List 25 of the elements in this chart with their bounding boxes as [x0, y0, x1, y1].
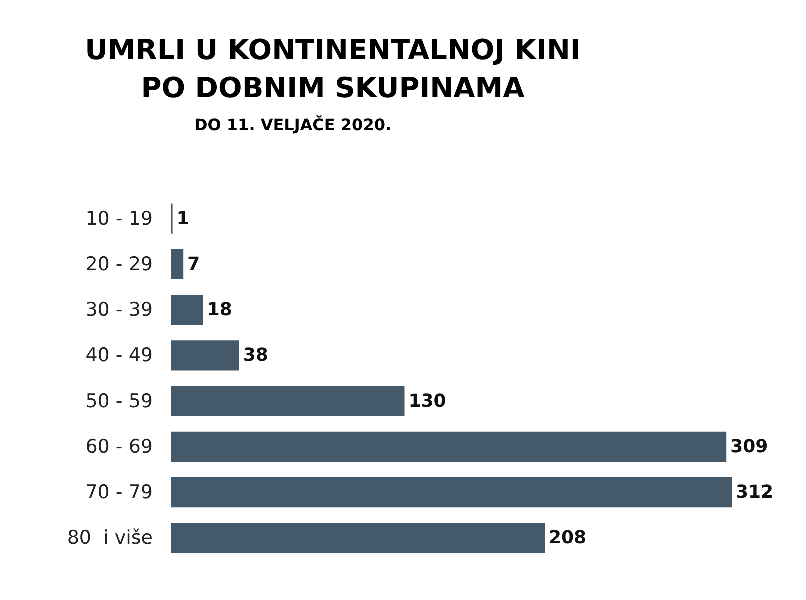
y-tick-label: 40 - 49 — [86, 344, 153, 367]
y-tick-label: 70 - 79 — [86, 482, 153, 504]
bar — [171, 295, 204, 326]
data-label: 38 — [243, 345, 268, 366]
data-label: 309 — [730, 436, 768, 458]
data-label: 7 — [188, 254, 200, 275]
bar — [171, 386, 405, 416]
y-tick-label: 80 i više — [67, 527, 153, 550]
bar — [171, 478, 732, 508]
y-tick-label: 50 - 59 — [86, 390, 153, 412]
data-label: 312 — [736, 482, 774, 504]
y-tick-label: 30 - 39 — [86, 299, 153, 322]
data-label: 208 — [549, 528, 587, 549]
chart-subtitle: DO 11. VELJAČE 2020. — [194, 116, 392, 134]
y-tick-label: 60 - 69 — [86, 436, 153, 458]
chart-title: UMRLI U KONTINENTALNOJ KINI PO DOBNIM SKUPINAMA — [85, 34, 581, 104]
bar — [171, 249, 184, 280]
y-tick-label: 10 - 19 — [86, 208, 153, 230]
bar — [171, 523, 545, 554]
bar — [171, 340, 240, 371]
data-label: 130 — [408, 390, 446, 412]
data-label: 18 — [207, 300, 232, 321]
data-label: 1 — [176, 208, 190, 230]
y-tick-label: 20 - 29 — [86, 253, 153, 276]
bar — [171, 432, 727, 462]
